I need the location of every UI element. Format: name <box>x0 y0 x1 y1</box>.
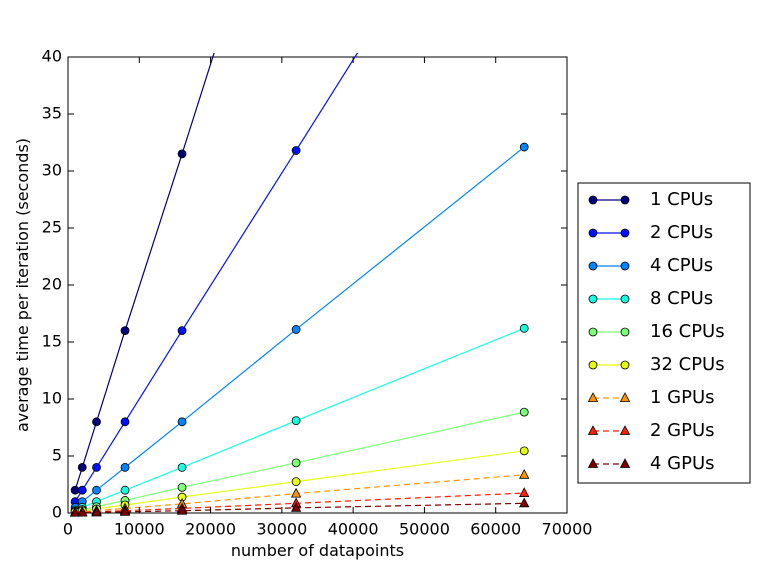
legend-marker <box>588 360 598 370</box>
legend-marker <box>619 425 631 435</box>
legend-marker <box>587 458 599 468</box>
x-tick-label: 30000 <box>256 520 307 539</box>
marker <box>291 458 301 468</box>
marker <box>177 417 187 427</box>
y-tick-label: 10 <box>42 389 62 408</box>
legend-marker <box>620 294 630 304</box>
y-tick-label: 35 <box>42 104 62 123</box>
legend-label: 2 GPUs <box>650 420 715 441</box>
legend-label: 8 CPUs <box>650 288 713 309</box>
marker <box>519 497 530 508</box>
y-tick-label: 40 <box>42 47 62 66</box>
marker <box>176 504 188 515</box>
marker <box>77 485 87 495</box>
legend-label: 2 CPUs <box>650 222 713 243</box>
x-tick-label: 20000 <box>185 520 236 539</box>
legend-marker <box>620 360 630 370</box>
x-axis-label: number of datapoints <box>231 541 404 560</box>
marker <box>177 326 187 336</box>
legend-marker <box>588 294 598 304</box>
plot-area <box>67 56 568 514</box>
marker <box>177 149 187 159</box>
x-tick-label: 40000 <box>328 520 379 539</box>
marker <box>291 325 301 334</box>
x-tick-label: 0 <box>63 520 73 539</box>
y-tick-label: 20 <box>42 275 62 294</box>
marker <box>519 142 529 152</box>
legend-marker <box>588 261 598 271</box>
marker <box>69 506 81 517</box>
legend-label: 32 CPUs <box>650 354 725 375</box>
legend-label: 1 GPUs <box>650 387 715 408</box>
marker <box>519 446 529 456</box>
legend-marker <box>587 392 599 402</box>
marker <box>77 462 87 472</box>
legend-marker <box>587 425 599 435</box>
legend-marker <box>619 392 631 402</box>
legend-marker <box>619 458 631 468</box>
marker <box>92 462 101 472</box>
marker <box>177 462 187 472</box>
marker <box>290 502 302 512</box>
legend-marker <box>588 195 598 205</box>
marker <box>177 482 187 492</box>
marker <box>291 477 301 487</box>
x-tick-label: 70000 <box>542 520 593 539</box>
legend-marker <box>588 327 598 337</box>
marker <box>290 487 302 498</box>
marker <box>519 468 530 479</box>
marker <box>120 326 130 336</box>
x-tick-label: 60000 <box>470 520 521 539</box>
marker <box>120 417 130 427</box>
y-tick-label: 15 <box>42 332 62 351</box>
legend <box>577 182 751 484</box>
y-axis-label: average time per iteration (seconds) <box>13 138 32 432</box>
marker <box>519 407 529 417</box>
y-tick-label: 5 <box>52 446 62 465</box>
y-tick-label: 0 <box>52 503 62 522</box>
marker <box>92 417 101 427</box>
legend-marker <box>620 327 630 337</box>
marker <box>291 416 301 426</box>
marker <box>120 485 130 495</box>
x-tick-label: 50000 <box>399 520 450 539</box>
legend-marker <box>620 195 630 205</box>
legend-label: 1 CPUs <box>650 189 713 210</box>
legend-label: 4 GPUs <box>650 453 715 474</box>
legend-label: 4 CPUs <box>650 255 713 276</box>
legend-marker <box>620 261 630 271</box>
marker <box>519 323 529 333</box>
y-tick-label: 30 <box>42 161 62 180</box>
plot <box>69 53 530 517</box>
marker <box>120 462 130 472</box>
legend-label: 16 CPUs <box>650 321 725 342</box>
marker <box>119 506 131 516</box>
marker <box>291 146 301 155</box>
legend-marker <box>588 228 598 238</box>
marker <box>519 487 530 497</box>
marker <box>77 506 88 517</box>
legend-marker <box>620 228 630 238</box>
y-tick-label: 25 <box>42 218 62 237</box>
marker <box>91 506 102 517</box>
marker <box>92 485 101 495</box>
x-tick-label: 10000 <box>114 520 165 539</box>
